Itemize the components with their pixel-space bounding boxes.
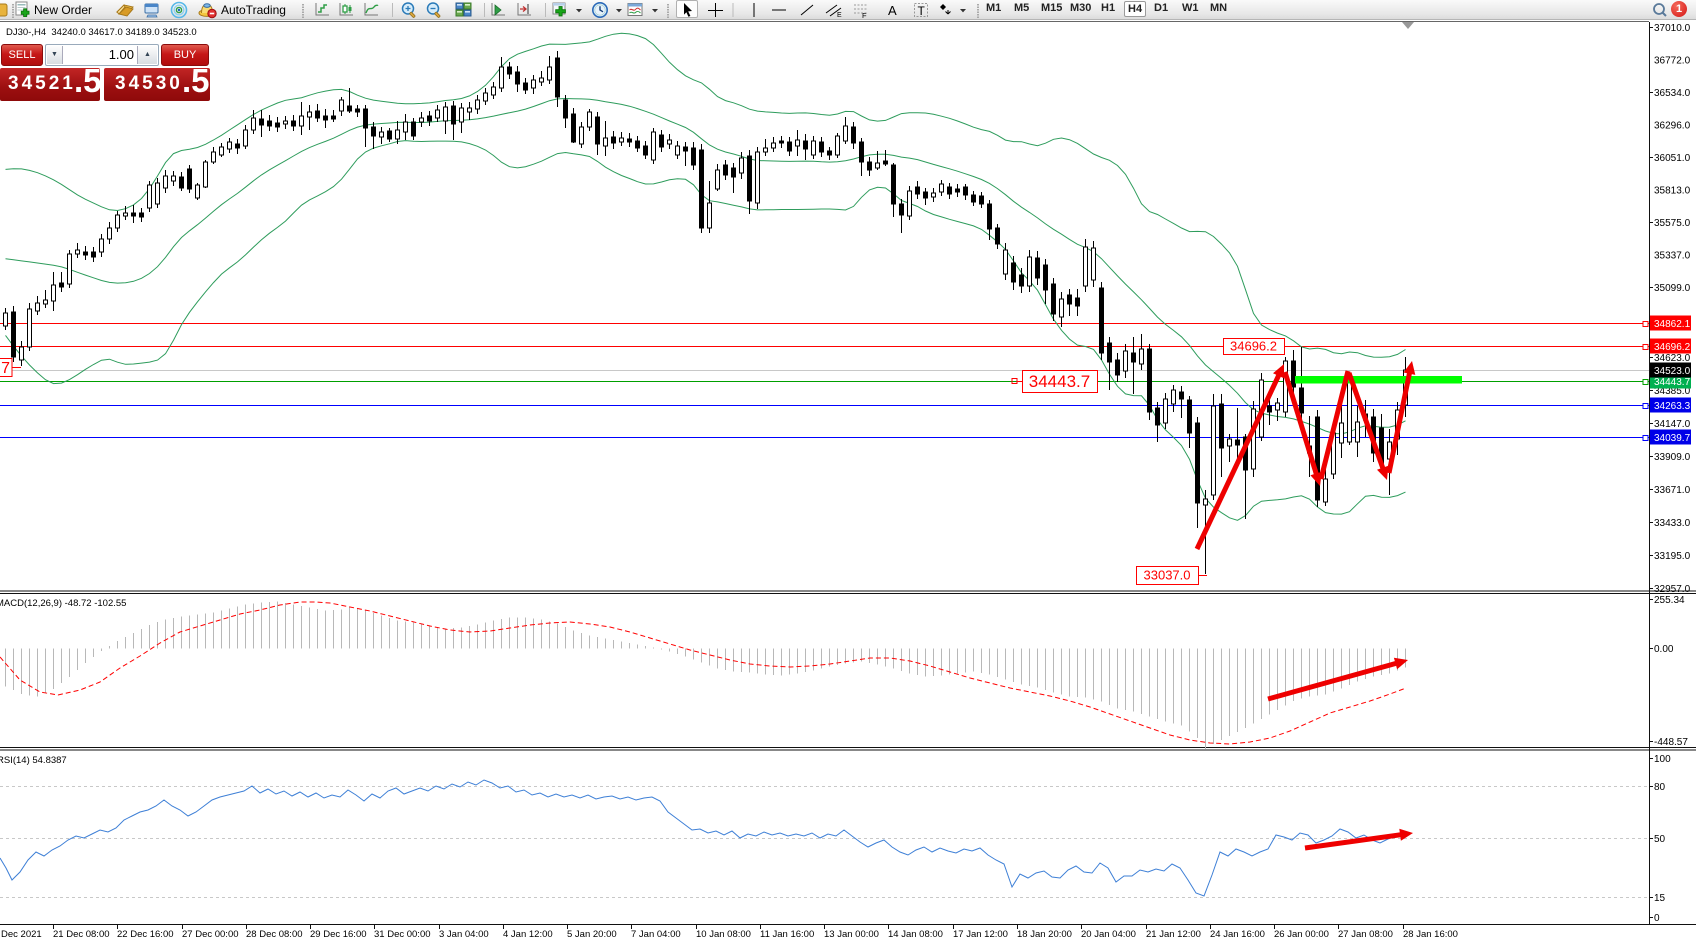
svg-text:34623.0: 34623.0 <box>1654 353 1691 364</box>
svg-text:36296.0: 36296.0 <box>1654 121 1691 132</box>
svg-text:Dec 2021: Dec 2021 <box>1 929 42 940</box>
svg-text:34443.7: 34443.7 <box>0 360 10 377</box>
svg-text:34862.1: 34862.1 <box>1654 319 1691 330</box>
svg-text:34147.0: 34147.0 <box>1654 419 1691 430</box>
svg-text:35337.0: 35337.0 <box>1654 251 1691 262</box>
svg-text:33195.0: 33195.0 <box>1654 551 1691 562</box>
svg-text:34523.0: 34523.0 <box>1654 366 1691 377</box>
svg-text:36051.0: 36051.0 <box>1654 153 1691 164</box>
svg-text:50: 50 <box>1654 834 1666 845</box>
svg-text:255.34: 255.34 <box>1654 595 1685 606</box>
svg-text:35099.0: 35099.0 <box>1654 283 1691 294</box>
svg-text:28 Dec 08:00: 28 Dec 08:00 <box>246 929 303 940</box>
svg-text:34696.2: 34696.2 <box>1230 339 1277 354</box>
svg-text:3 Jan 04:00: 3 Jan 04:00 <box>439 929 489 940</box>
svg-text:27 Jan 08:00: 27 Jan 08:00 <box>1338 929 1393 940</box>
svg-text:0: 0 <box>1654 913 1660 924</box>
svg-text:33037.0: 33037.0 <box>1144 568 1191 583</box>
svg-text:22 Dec 16:00: 22 Dec 16:00 <box>117 929 174 940</box>
svg-text:-448.57: -448.57 <box>1654 737 1688 748</box>
svg-text:14 Jan 08:00: 14 Jan 08:00 <box>888 929 943 940</box>
svg-text:33433.0: 33433.0 <box>1654 518 1691 529</box>
svg-text:34039.7: 34039.7 <box>1654 433 1691 444</box>
svg-text:DJ30-,H4 34240.0 34617.0 3418: DJ30-,H4 34240.0 34617.0 34189.0 34523.0 <box>6 27 197 38</box>
svg-text:34263.3: 34263.3 <box>1654 401 1691 412</box>
svg-text:24 Jan 16:00: 24 Jan 16:00 <box>1210 929 1265 940</box>
svg-text:7 Jan 04:00: 7 Jan 04:00 <box>631 929 681 940</box>
svg-text:F: F <box>862 11 867 19</box>
svg-text:4 Jan 12:00: 4 Jan 12:00 <box>503 929 553 940</box>
svg-text:E: E <box>837 12 842 19</box>
svg-text:A: A <box>888 3 897 18</box>
svg-text:37010.0: 37010.0 <box>1654 23 1691 34</box>
svg-text:34443.7: 34443.7 <box>1654 377 1691 388</box>
svg-text:5 Jan 20:00: 5 Jan 20:00 <box>567 929 617 940</box>
svg-text:0.00: 0.00 <box>1654 644 1674 655</box>
svg-text:32957.0: 32957.0 <box>1654 584 1691 595</box>
svg-text:100: 100 <box>1654 754 1671 765</box>
svg-text:18 Jan 20:00: 18 Jan 20:00 <box>1017 929 1072 940</box>
svg-text:33909.0: 33909.0 <box>1654 452 1691 463</box>
svg-text:80: 80 <box>1654 782 1666 793</box>
svg-text:34443.7: 34443.7 <box>1029 372 1090 391</box>
svg-text:RSI(14) 54.8387: RSI(14) 54.8387 <box>0 755 67 766</box>
svg-text:34385.0: 34385.0 <box>1654 386 1691 397</box>
svg-text:13 Jan 00:00: 13 Jan 00:00 <box>824 929 879 940</box>
svg-text:21 Dec 08:00: 21 Dec 08:00 <box>53 929 110 940</box>
svg-text:33671.0: 33671.0 <box>1654 485 1691 496</box>
svg-text:36534.0: 36534.0 <box>1654 88 1691 99</box>
svg-text:34696.2: 34696.2 <box>1654 342 1691 353</box>
svg-text:35813.0: 35813.0 <box>1654 186 1691 197</box>
svg-text:MACD(12,26,9) -48.72 -102.55: MACD(12,26,9) -48.72 -102.55 <box>0 598 126 609</box>
svg-text:31 Dec 00:00: 31 Dec 00:00 <box>374 929 431 940</box>
svg-text:26 Jan 00:00: 26 Jan 00:00 <box>1274 929 1329 940</box>
svg-text:15: 15 <box>1654 893 1666 904</box>
svg-text:T: T <box>918 4 926 18</box>
svg-text:36772.0: 36772.0 <box>1654 56 1691 67</box>
svg-text:21 Jan 12:00: 21 Jan 12:00 <box>1146 929 1201 940</box>
svg-text:27 Dec 00:00: 27 Dec 00:00 <box>182 929 239 940</box>
svg-text:29 Dec 16:00: 29 Dec 16:00 <box>310 929 367 940</box>
svg-text:10 Jan 08:00: 10 Jan 08:00 <box>696 929 751 940</box>
svg-text:28 Jan 16:00: 28 Jan 16:00 <box>1403 929 1458 940</box>
svg-text:11 Jan 16:00: 11 Jan 16:00 <box>760 929 814 940</box>
svg-text:35575.0: 35575.0 <box>1654 218 1691 229</box>
svg-text:17 Jan 12:00: 17 Jan 12:00 <box>953 929 1008 940</box>
svg-text:20 Jan 04:00: 20 Jan 04:00 <box>1081 929 1136 940</box>
